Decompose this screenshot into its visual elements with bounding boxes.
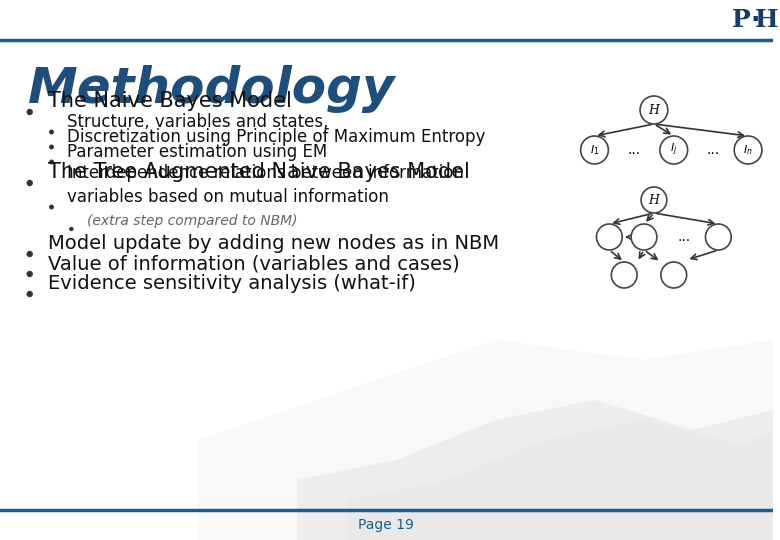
Circle shape [660,136,688,164]
Circle shape [580,136,608,164]
Circle shape [50,205,53,209]
Circle shape [27,272,32,276]
Text: Evidence sensitivity analysis (what-if): Evidence sensitivity analysis (what-if) [48,274,416,293]
Circle shape [27,292,32,296]
Circle shape [597,224,622,250]
Circle shape [705,224,731,250]
Text: Model update by adding new nodes as in NBM: Model update by adding new nodes as in N… [48,234,498,253]
Text: Structure, variables and states,: Structure, variables and states, [67,113,329,131]
Circle shape [50,160,53,164]
Circle shape [734,136,762,164]
Circle shape [27,252,32,256]
Circle shape [27,110,32,114]
Circle shape [50,145,53,149]
Polygon shape [297,400,773,540]
Circle shape [661,262,686,288]
Text: The Naive Bayes Model: The Naive Bayes Model [48,91,292,111]
Text: $I_n$: $I_n$ [743,143,753,157]
Polygon shape [347,420,773,540]
Circle shape [50,130,53,134]
Text: H: H [648,104,659,117]
Circle shape [641,187,667,213]
Polygon shape [198,340,773,540]
Text: ·: · [750,8,760,32]
Text: Methodology: Methodology [28,65,395,113]
Circle shape [27,180,32,186]
Circle shape [640,96,668,124]
Text: Interdependence relations between information
variables based on mutual informat: Interdependence relations between inform… [67,164,464,206]
Text: Parameter estimation using EM: Parameter estimation using EM [67,143,328,161]
Text: The Tree Augmented Naive Bayes Model: The Tree Augmented Naive Bayes Model [48,162,470,182]
Text: P: P [732,8,750,32]
Text: Value of information (variables and cases): Value of information (variables and case… [48,254,459,273]
Text: ...: ... [707,143,720,157]
Text: H: H [648,193,659,206]
Text: Discretization using Principle of Maximum Entropy: Discretization using Principle of Maximu… [67,128,486,146]
Text: $I_j$: $I_j$ [670,142,678,158]
Text: H: H [755,8,778,32]
Text: ...: ... [628,143,640,157]
Circle shape [70,227,73,231]
Circle shape [612,262,637,288]
Text: ...: ... [677,230,690,244]
Text: Page 19: Page 19 [359,518,414,532]
Circle shape [631,224,657,250]
Text: $I_1$: $I_1$ [590,143,599,157]
Text: (extra step compared to NBM): (extra step compared to NBM) [87,214,298,228]
